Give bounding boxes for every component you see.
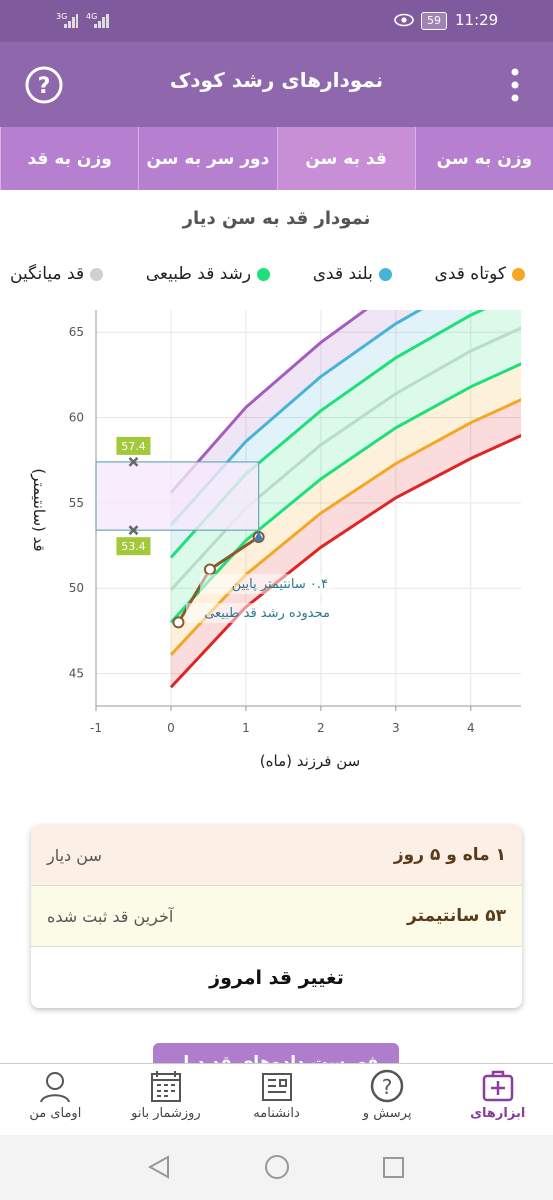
- tab[interactable]: وزن به قد: [0, 127, 138, 190]
- tab[interactable]: وزن به سن: [414, 127, 553, 190]
- legend-item: رشد قد طبیعی: [145, 264, 271, 284]
- svg-text:?: ?: [38, 74, 51, 99]
- row-label: آخرین قد ثبت شده: [47, 906, 174, 926]
- legend-swatch: [512, 267, 525, 281]
- current-marker: [253, 531, 264, 542]
- nav-item[interactable]: ابزارهای: [442, 1064, 553, 1136]
- band: [170, 328, 521, 623]
- bottom-nav: ابزارهای? پرسش و دانشنامه روزشمار بانو اومای…: [0, 1063, 553, 1136]
- y-tick-label: 65: [69, 325, 84, 339]
- legend-label: کوتاه قدی: [434, 264, 506, 284]
- recent-button[interactable]: [383, 1157, 404, 1178]
- menu-button[interactable]: [508, 68, 522, 104]
- legend-item: بلند قدی: [313, 264, 392, 284]
- nav-icon: ?: [370, 1069, 404, 1103]
- info-row: سن دیار ۱ ماه و ۵ روز: [31, 825, 522, 886]
- band: [170, 399, 521, 688]
- nav-label: روزشمار بانو: [131, 1106, 201, 1121]
- nav-item[interactable]: روزشمار بانو: [111, 1064, 222, 1136]
- chart-title: نمودار قد به سن دیار: [182, 208, 371, 229]
- annotation: محدوده رشد قد طبیعی: [204, 606, 330, 621]
- legend-label: بلند قدی: [312, 264, 373, 284]
- y-tick-label: 55: [69, 496, 84, 510]
- x-tick-label: 3: [392, 721, 400, 735]
- nav-label: اومای من: [29, 1106, 82, 1121]
- legend-label: رشد قد طبیعی: [145, 264, 252, 284]
- info-card: سن دیار ۱ ماه و ۵ روز آخرین قد ثبت شده ۵…: [31, 825, 522, 1008]
- range-label: 53.4: [121, 540, 146, 553]
- range-label-bg: [116, 436, 151, 455]
- tab-bar: وزن به سن قد به سن دور سر به سن وزن به قد: [0, 127, 553, 190]
- annotation-bg: [200, 574, 332, 594]
- band: [170, 363, 521, 655]
- measurement-point: [172, 616, 185, 629]
- info-row: آخرین قد ثبت شده ۵۳ سانتیمتر: [31, 886, 522, 947]
- tab[interactable]: دور سر به سن: [138, 127, 276, 190]
- back-button[interactable]: [147, 1155, 169, 1179]
- legend-swatch: [257, 267, 271, 281]
- legend-item: قد میانگین: [10, 264, 104, 284]
- network: 3G: [56, 12, 68, 21]
- legend: کوتاه قدی بلند قدی رشد قد طبیعی قد میانگین: [10, 264, 525, 284]
- legend-swatch: [378, 267, 392, 281]
- svg-text:?: ?: [382, 1075, 393, 1099]
- system-buttons: [147, 1155, 404, 1179]
- legend-item: کوتاه قدی: [435, 264, 525, 284]
- help-button[interactable]: ?: [24, 65, 64, 105]
- legend-label: قد میانگین: [10, 264, 85, 284]
- range-marker: [128, 525, 139, 536]
- signal-icon: [94, 14, 109, 28]
- legend-swatch: [90, 267, 104, 281]
- range-box: [95, 461, 260, 531]
- y-axis-label: قد (سانتیمتر): [30, 468, 48, 551]
- nav-icon: [150, 1071, 181, 1102]
- range-label-bg: [116, 537, 151, 556]
- eye-icon: [394, 13, 414, 27]
- nav-icon: [482, 1070, 513, 1102]
- nav-item[interactable]: دانشنامه: [221, 1064, 332, 1136]
- system-nav: [0, 1135, 553, 1200]
- nav-item[interactable]: اومای من: [0, 1064, 111, 1136]
- measurement-point: [203, 563, 216, 576]
- x-tick-label: 1: [242, 721, 250, 735]
- nav-label: دانشنامه: [253, 1106, 300, 1121]
- growth-curve: [169, 310, 368, 494]
- status-bar: 3G 4G 59 11:29: [0, 0, 553, 42]
- network: 4G: [86, 12, 98, 21]
- range-label: 57.4: [121, 440, 146, 453]
- app-bar: ? نمودارهای رشد کودک: [0, 42, 553, 127]
- x-tick-label: -1: [90, 721, 102, 735]
- y-tick-label: 60: [69, 411, 84, 425]
- overlay: 57.4 53.4 ۰.۴ سانتیمتر پایین محدوده رشد قد …: [95, 436, 334, 629]
- annotation: ۰.۴ سانتیمتر پایین: [232, 577, 328, 592]
- nav-item[interactable]: ? پرسش و: [332, 1064, 443, 1136]
- clock: 11:29: [455, 11, 499, 29]
- x-tick-label: 2: [317, 721, 325, 735]
- nav-icon: [261, 1073, 292, 1101]
- chart: 45 50 55 60 65 -1 0 1 2 3 4 57.4 53.4 ۰.۴ سانتیمتر پ…: [30, 310, 521, 770]
- row-value: ۱ ماه و ۵ روز: [393, 845, 506, 865]
- battery: 59: [421, 12, 447, 30]
- x-tick-label: 0: [167, 721, 175, 735]
- nav-icon: [40, 1072, 71, 1103]
- change-height-button[interactable]: تغییر قد امروز: [209, 967, 344, 989]
- y-tick-label: 50: [69, 581, 84, 595]
- home-button[interactable]: [265, 1155, 289, 1179]
- annotation-bg: [186, 603, 334, 623]
- x-tick-label: 4: [467, 721, 475, 735]
- app-title: نمودارهای رشد کودک: [169, 68, 384, 92]
- nav-label: پرسش و: [362, 1106, 412, 1121]
- x-axis-label: سن فرزند (ماه): [260, 752, 360, 770]
- row-value: ۵۳ سانتیمتر: [407, 906, 506, 926]
- y-tick-label: 45: [69, 667, 84, 681]
- range-marker: [128, 457, 139, 467]
- tab[interactable]: قد به سن: [276, 127, 415, 190]
- nav-label: ابزارهای: [470, 1106, 526, 1121]
- row-label: سن دیار: [47, 845, 102, 865]
- signal-icon: [64, 14, 78, 28]
- growth-curve: [169, 310, 423, 527]
- band: [170, 310, 521, 590]
- grid: 45 50 55 60 65 -1 0 1 2 3 4: [69, 310, 521, 735]
